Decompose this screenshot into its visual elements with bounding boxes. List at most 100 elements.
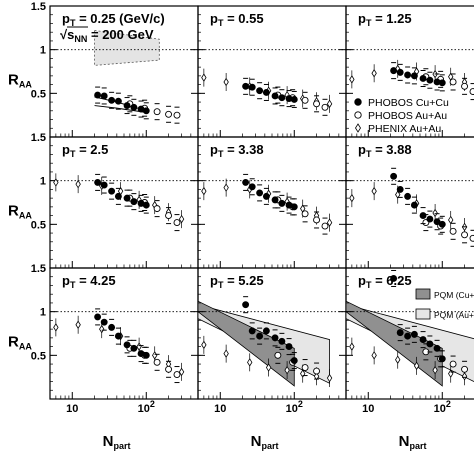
pt-label: pT = 4.25 (62, 273, 116, 290)
x-axis-label-part: N (103, 433, 114, 450)
x-tick-label: 102 (286, 399, 303, 415)
pt-label-part: T (218, 280, 224, 290)
y-axis-label-part: AA (19, 80, 32, 90)
phobos-cucu-point (404, 192, 412, 200)
phobos-cucu-point (262, 192, 270, 200)
energy-label-part: NN (74, 34, 87, 44)
phobos-cucu-point (419, 212, 427, 220)
legend-band-swatch (415, 288, 431, 300)
phobos-auau-point (173, 371, 181, 378)
phobos-cucu-point (248, 183, 256, 191)
phobos-auau-point (153, 205, 161, 213)
phobos-cucu-point (114, 192, 122, 200)
phobos-cucu-point (142, 351, 150, 359)
x-tick-label-part: 10 (362, 403, 374, 415)
phobos-cucu-point (256, 332, 264, 340)
y-tick-label: 1 (40, 45, 46, 57)
phobos-auau-point (165, 110, 173, 118)
pt-label: pT = 0.25 (GeV/c) (62, 11, 165, 28)
x-tick-label: 10 (362, 403, 374, 415)
phobos-cucu-point (242, 301, 250, 309)
phenix-point (461, 372, 468, 381)
pt-label-part: p (358, 142, 366, 157)
pt-label-part: p (62, 11, 70, 26)
phobos-cucu-point (426, 76, 434, 84)
x-axis-label: Npart (103, 433, 131, 451)
y-tick-label: 0.5 (31, 88, 46, 100)
phobos-cucu-point (130, 103, 138, 111)
phobos-cucu-point (290, 357, 298, 365)
phenix-point (265, 363, 272, 372)
phenix-point (223, 77, 229, 87)
phenix-point (349, 342, 355, 351)
phobos-auau-point (173, 111, 181, 119)
x-tick-label-part: 2 (298, 399, 303, 409)
x-axis-label: Npart (399, 433, 427, 451)
pt-label-part: p (62, 273, 70, 288)
phobos-cucu-point (410, 72, 418, 80)
phobos-cucu-point (278, 199, 286, 207)
phobos-cucu-point (242, 82, 250, 90)
phobos-cucu-point (248, 83, 256, 91)
pt-label-part: T (366, 149, 372, 159)
phobos-cucu-point (262, 327, 270, 335)
phobos-cucu-point (271, 92, 279, 100)
phobos-cucu-point (285, 343, 293, 351)
phobos-cucu-point (271, 196, 279, 204)
x-axis-label-part: N (399, 433, 410, 450)
x-tick-label: 102 (138, 399, 155, 415)
y-tick-label: 1 (40, 307, 46, 319)
legend-label: PHENIX Au+Au (368, 123, 441, 135)
phobos-cucu-point (404, 332, 412, 340)
y-tick-label: 1 (40, 176, 46, 188)
phenix-point (413, 361, 420, 371)
phobos-cucu-point (390, 275, 398, 282)
x-tick-label-part: 2 (150, 399, 155, 409)
legend-band-swatch (415, 308, 431, 320)
pt-label-part: = 4.25 (75, 273, 115, 288)
phobos-cucu-point (426, 215, 434, 223)
legend-label: PHOBOS Cu+Cu (368, 97, 449, 109)
x-axis-label-part: part (114, 441, 131, 451)
phobos-cucu-point (114, 332, 122, 340)
y-axis-label-part: R (8, 203, 19, 220)
y-axis-label-part: AA (19, 211, 32, 221)
phobos-auau-point (165, 212, 173, 220)
x-tick-label: 10 (66, 403, 78, 415)
pt-label-part: T (70, 18, 76, 28)
pt-label-part: p (358, 273, 366, 288)
phobos-auau-point (449, 360, 457, 368)
pt-label-part: p (210, 273, 218, 288)
phenix-point (53, 178, 59, 187)
phobos-auau-point (165, 365, 173, 373)
phenix-point (223, 349, 229, 358)
phobos-auau-point (469, 88, 474, 96)
phobos-cucu-point (123, 341, 131, 349)
phobos-cucu-point (410, 330, 418, 338)
y-axis-label: RAA (8, 334, 32, 352)
phobos-cucu-point (410, 201, 418, 209)
phenix-point (99, 324, 105, 334)
phobos-auau-point (153, 358, 161, 366)
phobos-cucu-point (438, 220, 446, 228)
legend-marker-open-circle (354, 111, 362, 119)
phobos-auau-point (301, 364, 309, 372)
phobos-cucu-point (438, 355, 446, 363)
phobos-cucu-point (142, 107, 150, 115)
panel-5: pT = 3.38 (197, 136, 347, 269)
phobos-cucu-point (396, 329, 404, 337)
phobos-auau-point (313, 216, 321, 224)
phenix-point (152, 351, 158, 360)
x-tick-label-part: 10 (138, 403, 150, 415)
y-axis-label-part: R (8, 334, 19, 351)
x-axis-label-part: part (262, 441, 279, 451)
phobos-cucu-point (242, 178, 250, 186)
phenix-point (223, 183, 229, 192)
phobos-auau-point (173, 219, 181, 227)
pt-label-part: p (62, 142, 70, 157)
panel-grid: 0.511.5pT = 0.25 (GeV/c)√sNN = 200 GeVpT… (31, 1, 474, 415)
legend-marker-open-diamond (355, 123, 361, 133)
phobos-auau-point (313, 100, 321, 108)
phobos-cucu-point (271, 334, 279, 342)
